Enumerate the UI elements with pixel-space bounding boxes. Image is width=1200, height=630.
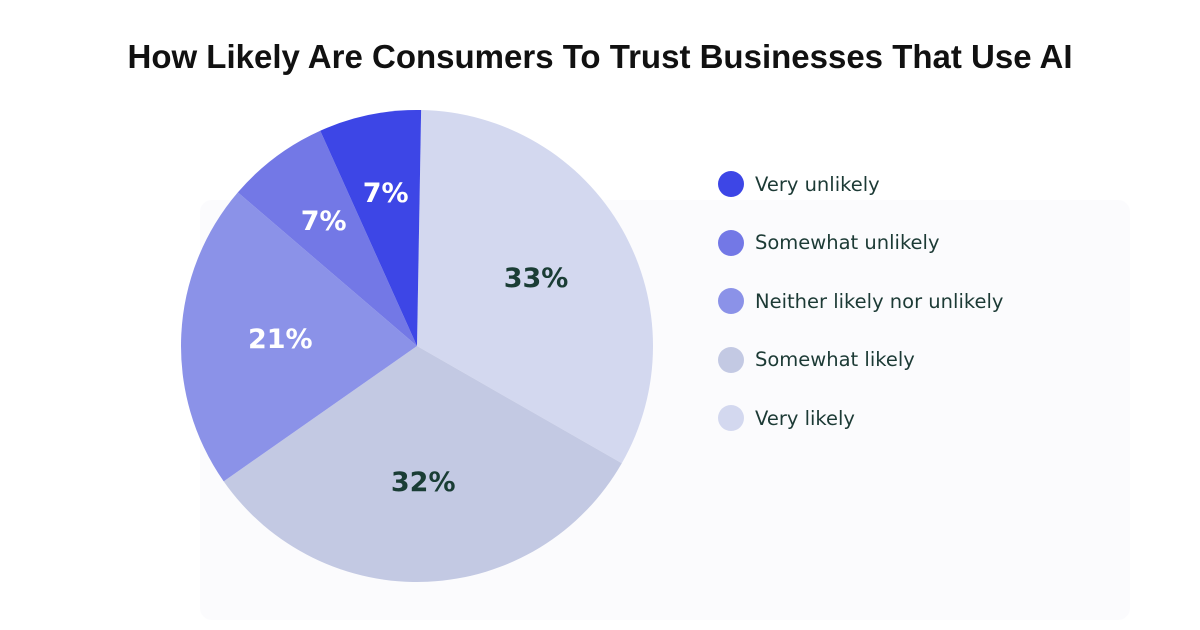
legend-swatch-icon bbox=[718, 288, 744, 315]
pie-label-very-likely: 33% bbox=[504, 263, 569, 294]
legend-label: Somewhat likely bbox=[755, 348, 915, 372]
pie-label-somewhat-unlikely: 7% bbox=[301, 206, 347, 237]
legend-swatch-icon bbox=[718, 405, 744, 432]
legend-label: Neither likely nor unlikely bbox=[755, 289, 1004, 313]
legend-item-somewhat-unlikely: Somewhat unlikely bbox=[718, 214, 1003, 273]
pie-slice-somewhat-likely bbox=[223, 346, 622, 583]
pie-chart: 33% 32% 21% 7% 7% bbox=[181, 110, 653, 583]
pie-slice-very-unlikely bbox=[320, 110, 422, 346]
legend-item-very-unlikely: Very unlikely bbox=[718, 155, 1003, 214]
pie-slice-very-likely bbox=[417, 110, 653, 464]
legend-swatch-icon bbox=[718, 229, 744, 256]
chart-title: How Likely Are Consumers To Trust Busine… bbox=[127, 38, 1073, 75]
pie-label-somewhat-likely: 32% bbox=[391, 467, 456, 498]
pie-label-very-unlikely: 7% bbox=[363, 178, 409, 209]
pie-label-neither-likely-nor-unlikely: 21% bbox=[248, 324, 313, 355]
legend-item-neither-likely-nor-unlikely: Neither likely nor unlikely bbox=[718, 272, 1003, 331]
legend-item-very-likely: Very likely bbox=[718, 389, 1003, 448]
legend-label: Very unlikely bbox=[755, 172, 880, 196]
legend-swatch-icon bbox=[718, 171, 744, 198]
legend-label: Very likely bbox=[755, 406, 855, 430]
legend: Very unlikely Somewhat unlikely Neither li… bbox=[718, 155, 1003, 448]
pie-slice-neither-likely-nor-unlikely bbox=[181, 192, 417, 482]
legend-swatch-icon bbox=[718, 346, 744, 373]
pie-slice-somewhat-unlikely bbox=[237, 130, 417, 346]
legend-item-somewhat-likely: Somewhat likely bbox=[718, 331, 1003, 390]
legend-label: Somewhat unlikely bbox=[755, 231, 940, 255]
